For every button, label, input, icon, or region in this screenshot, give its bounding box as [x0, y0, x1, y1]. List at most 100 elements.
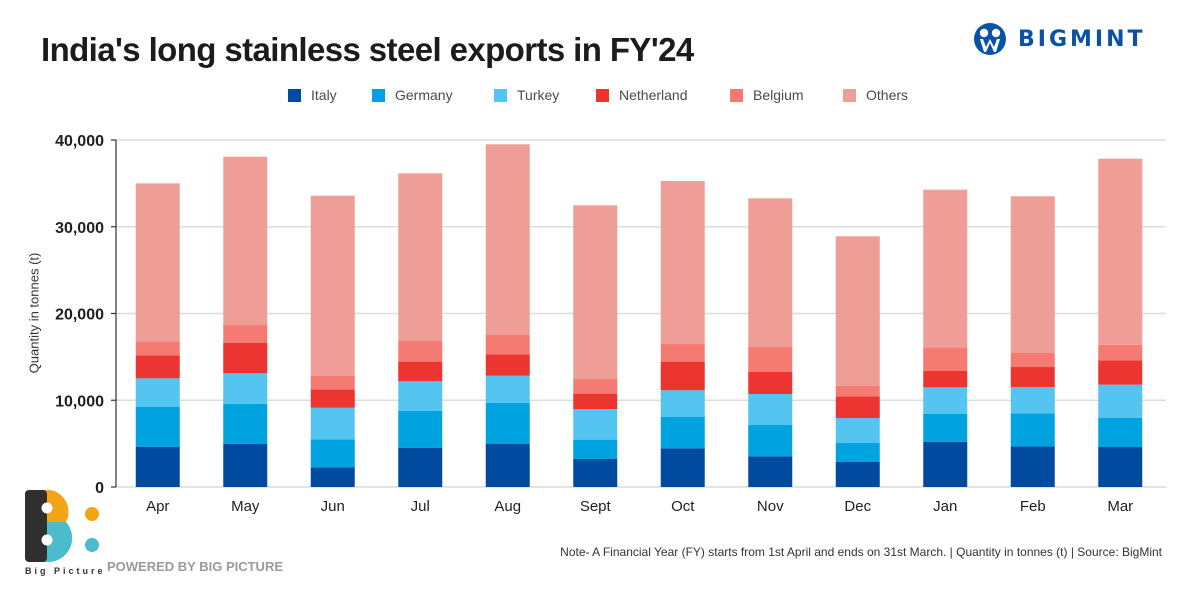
- bar-segment-others-may: [223, 156, 268, 326]
- bar-segment-belgium-nov: [748, 346, 793, 372]
- bar-segment-netherland-may: [223, 342, 268, 374]
- y-tick-label: 30,000: [55, 220, 104, 237]
- bar-segment-turkey-jun: [310, 407, 355, 440]
- bar-segment-turkey-dec: [835, 418, 880, 444]
- legend-label: Netherland: [619, 87, 688, 103]
- bar-segment-belgium-jun: [310, 375, 355, 390]
- x-tick-label: Dec: [844, 498, 871, 515]
- legend-item-germany: Germany: [372, 87, 453, 103]
- legend-swatch-netherland: [596, 88, 609, 102]
- big-picture-logo-icon: [25, 490, 99, 562]
- legend-swatch-italy: [288, 88, 301, 102]
- bar-segment-italy-nov: [748, 456, 793, 487]
- bar-segment-netherland-apr: [135, 355, 180, 379]
- bar-segment-italy-sept: [573, 458, 618, 487]
- bar-segment-others-dec: [835, 236, 880, 386]
- bar-segment-germany-mar: [1098, 417, 1143, 448]
- bar-segment-italy-apr: [135, 446, 180, 487]
- x-tick-label: May: [231, 498, 260, 515]
- y-tick-label: 10,000: [55, 393, 104, 410]
- bar-segment-italy-jan: [923, 441, 968, 487]
- big-picture-logo: [22, 490, 104, 571]
- bar-segment-turkey-may: [223, 373, 268, 404]
- bar-segment-turkey-feb: [1010, 386, 1055, 414]
- legend-swatch-others: [843, 88, 856, 102]
- legend-item-italy: Italy: [288, 87, 337, 103]
- legend-swatch-germany: [372, 88, 385, 102]
- bar-segment-turkey-oct: [660, 390, 705, 417]
- bar-segment-turkey-sept: [573, 409, 618, 440]
- bar-segment-germany-jan: [923, 413, 968, 442]
- bar-segment-turkey-jul: [398, 381, 443, 412]
- footnote: Note- A Financial Year (FY) starts from …: [560, 545, 1162, 559]
- bar-segment-netherland-aug: [485, 354, 530, 376]
- bar-segment-turkey-aug: [485, 375, 530, 404]
- legend-item-turkey: Turkey: [494, 87, 559, 103]
- x-tick-label: Jan: [933, 498, 957, 515]
- x-tick-label: Aug: [494, 498, 521, 515]
- bar-segment-germany-oct: [660, 416, 705, 449]
- bar-segment-netherland-oct: [660, 361, 705, 391]
- bar-segment-others-nov: [748, 198, 793, 347]
- bar-segment-belgium-jul: [398, 340, 443, 362]
- legend-label: Turkey: [517, 87, 560, 103]
- bar-segment-italy-mar: [1098, 447, 1143, 487]
- brand-name: BIGMINT: [1018, 26, 1146, 52]
- legend-label: Belgium: [753, 87, 804, 103]
- bar-segment-others-jan: [923, 189, 968, 348]
- legend-swatch-belgium: [730, 88, 743, 102]
- bar-segment-turkey-mar: [1098, 384, 1143, 418]
- bar-segment-germany-aug: [485, 403, 530, 444]
- bar-segment-belgium-oct: [660, 344, 705, 362]
- bar-segment-netherland-sept: [573, 393, 618, 410]
- bar-segment-others-oct: [660, 181, 705, 345]
- bar-segment-belgium-jan: [923, 347, 968, 371]
- x-tick-label: Mar: [1107, 498, 1133, 515]
- bar-segment-netherland-nov: [748, 371, 793, 395]
- big-picture-logo-text: Big Picture: [25, 566, 106, 576]
- y-tick-label: 0: [95, 480, 104, 497]
- bar-segment-italy-may: [223, 443, 268, 487]
- bar-segment-germany-may: [223, 403, 268, 444]
- legend-label: Italy: [311, 87, 337, 103]
- bar-segment-belgium-may: [223, 325, 268, 343]
- powered-by-text: POWERED BY BIG PICTURE: [107, 559, 284, 574]
- bar-segment-italy-jul: [398, 447, 443, 487]
- bar-segment-others-jul: [398, 173, 443, 341]
- bar-segment-netherland-jun: [310, 389, 355, 408]
- legend-label: Germany: [395, 87, 453, 103]
- legend-swatch-turkey: [494, 88, 507, 102]
- x-tick-label: Jun: [321, 498, 345, 515]
- bar-segment-germany-jul: [398, 411, 443, 448]
- bar-segment-belgium-apr: [135, 341, 180, 356]
- bar-segment-belgium-dec: [835, 385, 880, 397]
- bar-segment-germany-jun: [310, 439, 355, 468]
- legend-item-netherland: Netherland: [596, 87, 688, 103]
- bar-segment-italy-dec: [835, 462, 880, 487]
- bar-segment-netherland-jan: [923, 370, 968, 388]
- bar-segment-netherland-mar: [1098, 360, 1143, 385]
- bar-segment-belgium-aug: [485, 335, 530, 355]
- bar-segment-others-aug: [485, 144, 530, 336]
- bar-segment-germany-feb: [1010, 413, 1055, 447]
- bar-segment-others-mar: [1098, 158, 1143, 345]
- legend: Italy Germany Turkey Netherland Belgium …: [0, 87, 1200, 107]
- bar-segment-italy-oct: [660, 448, 705, 487]
- bar-segment-others-apr: [135, 183, 180, 342]
- y-tick-label: 20,000: [55, 307, 104, 324]
- bar-segment-others-feb: [1010, 196, 1055, 353]
- x-tick-label: Apr: [146, 498, 169, 515]
- x-tick-label: Sept: [580, 498, 612, 515]
- bigmint-logo-icon: [974, 23, 1006, 55]
- bar-segment-netherland-jul: [398, 361, 443, 382]
- bar-segment-turkey-nov: [748, 394, 793, 425]
- legend-label: Others: [866, 87, 909, 103]
- y-tick-label: 40,000: [55, 133, 104, 150]
- bar-segment-germany-apr: [135, 406, 180, 447]
- bar-segment-belgium-sept: [573, 378, 618, 394]
- bar-segment-germany-dec: [835, 443, 880, 463]
- legend-item-belgium: Belgium: [730, 87, 804, 103]
- bar-segment-italy-feb: [1010, 446, 1055, 487]
- bar-segment-germany-sept: [573, 439, 618, 459]
